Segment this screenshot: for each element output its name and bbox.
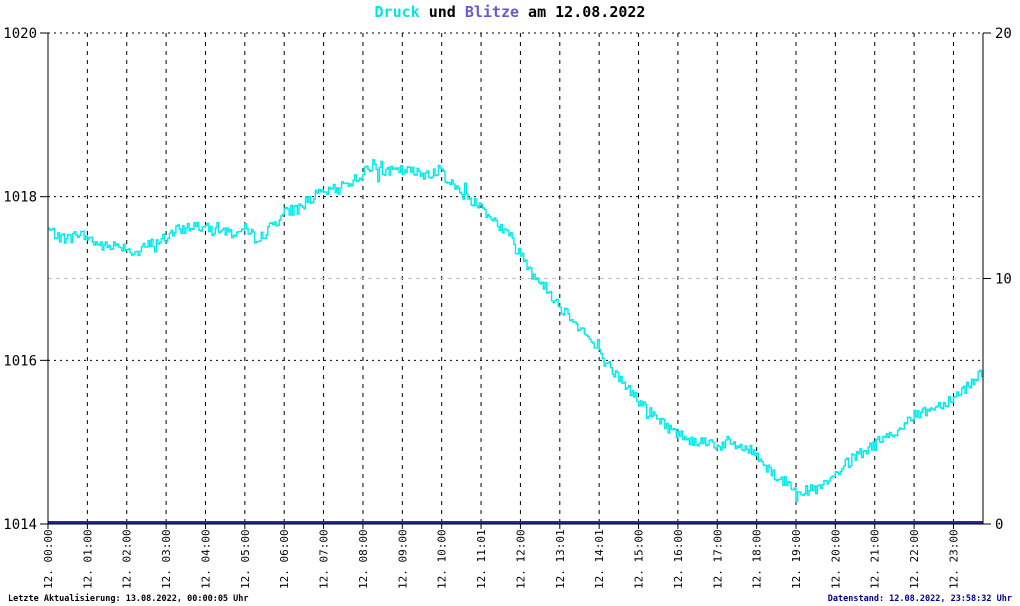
x-tick-label: 12. 13:01 [554, 529, 567, 589]
x-tick-label: 12. 23:00 [947, 529, 960, 589]
left-tick-label: 1020 [3, 26, 37, 42]
x-tick-label: 12. 18:00 [751, 529, 764, 589]
x-tick-label: 12. 03:00 [160, 529, 173, 589]
title-word-druck: Druck [374, 3, 420, 21]
title-date: am 12.08.2022 [519, 3, 646, 21]
title-word-blitze: Blitze [464, 3, 520, 21]
x-tick-label: 12. 15:00 [633, 529, 646, 589]
x-tick-label: 12. 01:00 [81, 529, 94, 589]
left-tick-label: 1014 [3, 517, 37, 533]
x-tick-label: 12. 06:00 [278, 529, 291, 589]
x-tick-label: 12. 09:00 [396, 529, 409, 589]
right-tick-label: 20 [995, 26, 1012, 42]
right-tick-label: 0 [995, 517, 1003, 533]
x-tick-label: 12. 00:00 [42, 529, 55, 589]
x-tick-label: 12. 17:00 [711, 529, 724, 589]
x-tick-label: 12. 16:00 [672, 529, 685, 589]
x-tick-label: 12. 08:00 [357, 529, 370, 589]
data-timestamp-text: Datenstand: 12.08.2022, 23:58:32 Uhr [827, 594, 1012, 604]
x-tick-label: 12. 14:01 [593, 529, 606, 589]
x-tick-label: 12. 07:00 [318, 529, 331, 589]
chart-title: Druck und Blitze am 12.08.2022 [0, 3, 1020, 21]
x-tick-label: 12. 11:01 [475, 529, 488, 589]
x-tick-label: 12. 22:00 [908, 529, 921, 589]
x-tick-label: 12. 12:00 [514, 529, 527, 589]
title-word-und: und [419, 3, 465, 21]
left-tick-label: 1018 [3, 190, 37, 206]
x-tick-label: 12. 02:00 [121, 529, 134, 589]
x-tick-label: 12. 21:00 [869, 529, 882, 589]
x-tick-label: 12. 19:00 [790, 529, 803, 589]
x-tick-label: 12. 04:00 [199, 529, 212, 589]
x-tick-label: 12. 20:00 [829, 529, 842, 589]
last-update-text: Letzte Aktualisierung: 13.08.2022, 00:00… [8, 594, 249, 604]
pressure-line [48, 159, 984, 503]
right-tick-label: 10 [995, 272, 1012, 288]
x-tick-label: 12. 10:00 [436, 529, 449, 589]
x-tick-label: 12. 05:00 [239, 529, 252, 589]
left-tick-label: 1016 [3, 353, 37, 369]
